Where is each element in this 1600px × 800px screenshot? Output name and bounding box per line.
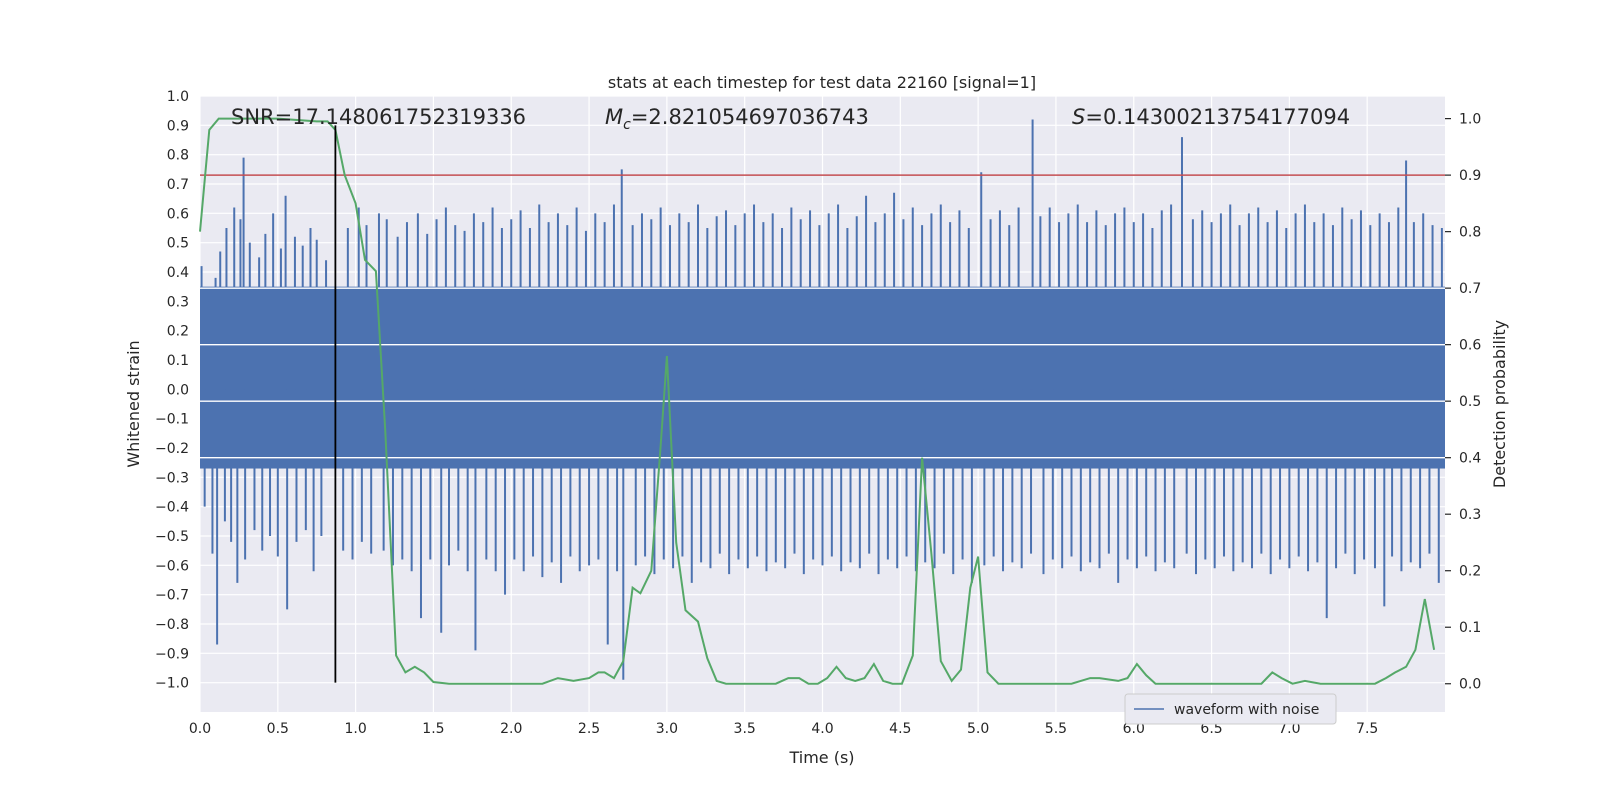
right-y-tick-label: 1.0 bbox=[1459, 112, 1481, 128]
y-tick-label: 0.4 bbox=[167, 265, 189, 281]
y-tick-label: −0.7 bbox=[155, 588, 189, 604]
y-tick-label: −0.2 bbox=[155, 441, 189, 457]
s-symbol: S bbox=[1072, 105, 1085, 129]
x-tick-label: 4.5 bbox=[889, 721, 911, 737]
x-tick-label: 3.5 bbox=[734, 721, 756, 737]
x-tick-label: 7.5 bbox=[1356, 721, 1378, 737]
y-tick-label: −1.0 bbox=[155, 676, 189, 692]
y-tick-label: −0.4 bbox=[155, 500, 189, 516]
probability-series bbox=[199, 117, 1436, 685]
y-tick-label: 0.7 bbox=[167, 177, 189, 193]
x-tick-label: 3.0 bbox=[656, 721, 678, 737]
right-y-tick-label: 0.4 bbox=[1459, 451, 1481, 467]
s-annotation: S=0.14300213754177094 bbox=[1072, 105, 1350, 129]
chirp-mass-subscript: c bbox=[623, 117, 631, 133]
legend-label: waveform with noise bbox=[1174, 702, 1319, 718]
waveform-series bbox=[200, 119, 1445, 680]
band-grid-lines bbox=[200, 287, 1445, 459]
x-axis-label: Time (s) bbox=[788, 748, 854, 767]
x-tick-label: 1.0 bbox=[344, 721, 366, 737]
right-y-axis-label: Detection probability bbox=[1490, 320, 1509, 488]
s-value: =0.14300213754177094 bbox=[1085, 105, 1350, 129]
right-y-tick-label: 0.0 bbox=[1459, 677, 1481, 693]
right-y-tick-labels: 1.0 0.9 0.8 0.7 0.6 0.5 0.4 0.3 0.2 0.1 0.0 bbox=[1445, 112, 1481, 693]
y-tick-label: 1.0 bbox=[167, 89, 189, 105]
chirp-mass-symbol: M bbox=[605, 105, 623, 129]
x-tick-label: 7.0 bbox=[1278, 721, 1300, 737]
y-tick-label: 0.3 bbox=[167, 294, 189, 310]
right-y-tick-label: 0.6 bbox=[1459, 338, 1481, 354]
x-tick-label: 0.5 bbox=[267, 721, 289, 737]
y-tick-label: 0.0 bbox=[167, 382, 189, 398]
chart-title: stats at each timestep for test data 221… bbox=[608, 73, 1036, 92]
y-tick-label: −0.6 bbox=[155, 558, 189, 574]
x-tick-label: 6.5 bbox=[1200, 721, 1222, 737]
y-tick-label: −0.5 bbox=[155, 529, 189, 545]
y-tick-label: 0.2 bbox=[167, 324, 189, 340]
x-tick-label: 5.0 bbox=[967, 721, 989, 737]
y-tick-label: −0.8 bbox=[155, 617, 189, 633]
x-tick-labels: 0.0 0.5 1.0 1.5 2.0 2.5 3.0 3.5 4.0 4.5 5.0 5.5 6.0 6… bbox=[189, 721, 1378, 737]
y-tick-label: 0.8 bbox=[167, 148, 189, 164]
y-tick-labels: 1.0 0.9 0.8 0.7 0.6 0.5 0.4 0.3 0.2 0.1 0.0 −0.1 −0.… bbox=[155, 89, 189, 692]
y-tick-label: 0.1 bbox=[167, 353, 189, 369]
right-y-tick-label: 0.7 bbox=[1459, 281, 1481, 297]
y-tick-label: 0.9 bbox=[167, 118, 189, 134]
chirp-mass-annotation: Mc=2.821054697036743 bbox=[605, 105, 869, 133]
x-tick-label: 4.0 bbox=[811, 721, 833, 737]
snr-annotation: SNR=17.148061752319336 bbox=[231, 105, 526, 129]
right-y-tick-label: 0.9 bbox=[1459, 168, 1481, 184]
x-tick-label: 6.0 bbox=[1123, 721, 1145, 737]
legend: waveform with noise bbox=[1124, 693, 1337, 725]
x-tick-label: 2.0 bbox=[500, 721, 522, 737]
x-tick-label: 1.5 bbox=[422, 721, 444, 737]
legend-box bbox=[1124, 693, 1337, 725]
right-y-tick-label: 0.3 bbox=[1459, 507, 1481, 523]
y-tick-label: 0.6 bbox=[167, 206, 189, 222]
y-tick-label: 0.5 bbox=[167, 236, 189, 252]
y-axis-label: Whitened strain bbox=[124, 340, 143, 467]
x-tick-label: 5.5 bbox=[1045, 721, 1067, 737]
right-y-tick-label: 0.5 bbox=[1459, 394, 1481, 410]
chirp-mass-value: =2.821054697036743 bbox=[631, 105, 869, 129]
x-tick-label: 0.0 bbox=[189, 721, 211, 737]
y-tick-label: −0.9 bbox=[155, 646, 189, 662]
right-y-tick-label: 0.8 bbox=[1459, 225, 1481, 241]
right-y-tick-label: 0.1 bbox=[1459, 620, 1481, 636]
x-tick-label: 2.5 bbox=[578, 721, 600, 737]
y-tick-label: −0.3 bbox=[155, 470, 189, 486]
right-y-tick-label: 0.2 bbox=[1459, 564, 1481, 580]
y-tick-label: −0.1 bbox=[155, 412, 189, 428]
